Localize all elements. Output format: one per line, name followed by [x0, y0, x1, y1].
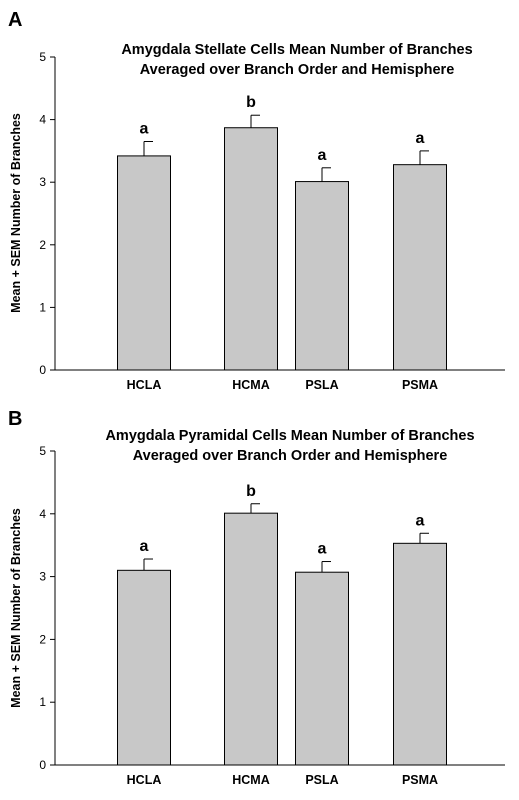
chart-b-category-psma: PSMA: [402, 773, 438, 787]
chart-b-sig-label-psla: a: [318, 541, 327, 558]
chart-a-sig-label-psla: a: [318, 147, 327, 164]
chart-b-sig-label-psma: a: [416, 512, 425, 529]
chart-a-title-line-2: Averaged over Branch Order and Hemispher…: [140, 62, 455, 78]
chart-a-ytick-label: 2: [39, 238, 46, 252]
chart-a-ytick-label: 4: [39, 113, 46, 127]
chart-a-ylabel: Mean + SEM Number of Branches: [9, 113, 23, 313]
chart-b-ytick-label: 1: [39, 695, 46, 709]
panel-letter-b: B: [8, 408, 22, 430]
chart-a-ytick-label: 5: [39, 50, 46, 64]
chart-a-ytick-label: 0: [39, 363, 46, 377]
chart-a-bar-psla: [295, 181, 349, 371]
chart-a-ytick-label: 3: [39, 175, 46, 189]
chart-a-ytick-label: 1: [39, 300, 46, 314]
chart-b-sig-label-hcma: b: [246, 483, 256, 500]
chart-b-sig-label-hcla: a: [140, 538, 149, 555]
chart-b-ytick-label: 5: [39, 444, 46, 458]
chart-b-bar-hcma: [224, 512, 278, 766]
chart-a-plot: 0 1 2 3 4 5 a HCLA b HCMA a PSLA a PSMA: [39, 50, 505, 392]
chart-b-bar-hcla: [117, 569, 171, 766]
chart-a-sig-label-hcma: b: [246, 94, 256, 111]
chart-b-category-hcla: HCLA: [127, 773, 162, 787]
chart-a-sig-label-hcla: a: [140, 121, 149, 138]
chart-b-plot: 0 1 2 3 4 5 a HCLA b HCMA a PSLA a PSMA: [39, 444, 505, 787]
chart-b-bar-psla: [295, 571, 349, 766]
chart-b-ytick-label: 2: [39, 632, 46, 646]
chart-a-title-line-1: Amygdala Stellate Cells Mean Number of B…: [121, 42, 472, 58]
chart-b-ytick-label: 0: [39, 758, 46, 772]
chart-b: B Amygdala Pyramidal Cells Mean Number o…: [8, 408, 505, 787]
chart-a-category-psma: PSMA: [402, 378, 438, 392]
chart-a: A Amygdala Stellate Cells Mean Number of…: [8, 9, 505, 392]
chart-b-ylabel: Mean + SEM Number of Branches: [9, 508, 23, 708]
chart-b-category-hcma: HCMA: [232, 773, 270, 787]
chart-a-category-psla: PSLA: [305, 378, 338, 392]
chart-b-title-line-2: Averaged over Branch Order and Hemispher…: [133, 448, 448, 464]
chart-a-category-hcma: HCMA: [232, 378, 270, 392]
chart-b-category-psla: PSLA: [305, 773, 338, 787]
chart-a-bar-hcla: [117, 155, 171, 371]
chart-b-title-line-1: Amygdala Pyramidal Cells Mean Number of …: [105, 428, 474, 444]
chart-b-ytick-label: 4: [39, 507, 46, 521]
chart-b-ytick-label: 3: [39, 570, 46, 584]
chart-a-category-hcla: HCLA: [127, 378, 162, 392]
panel-letter-a: A: [8, 9, 22, 31]
chart-a-bar-hcma: [224, 127, 278, 371]
chart-a-bar-psma: [393, 164, 447, 371]
chart-a-sig-label-psma: a: [416, 130, 425, 147]
chart-b-bar-psma: [393, 542, 447, 766]
